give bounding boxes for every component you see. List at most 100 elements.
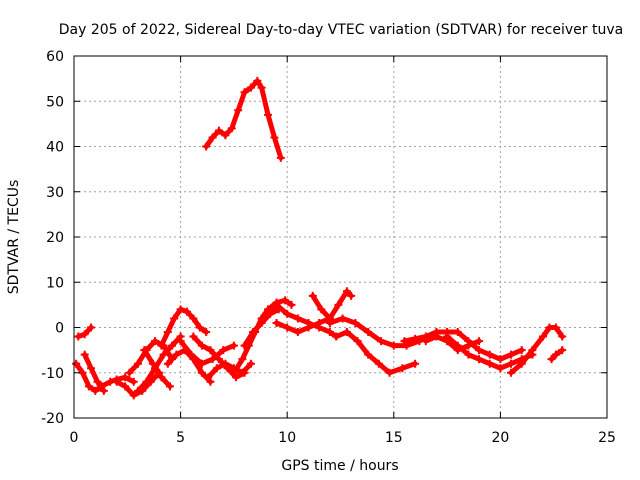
y-tick-label: 30: [46, 185, 64, 201]
data-point: [80, 330, 89, 339]
data-point: [189, 314, 198, 323]
data-point: [475, 346, 484, 355]
x-axis-ticks: 0 5 10 15 20 25: [70, 56, 616, 446]
data-point: [229, 368, 238, 377]
data-point: [293, 314, 302, 323]
data-point: [283, 323, 292, 332]
data-point: [558, 332, 567, 341]
data-point: [272, 300, 281, 309]
series-track: [158, 306, 209, 349]
x-tick-label: 0: [70, 430, 79, 446]
series-arc-v: [443, 332, 537, 373]
data-point: [325, 318, 334, 327]
y-tick-label: 10: [46, 275, 64, 291]
data-point: [443, 332, 452, 341]
data-point: [163, 359, 172, 368]
data-point: [551, 323, 560, 332]
data-point: [121, 382, 130, 391]
data-point: [364, 328, 373, 337]
data-point: [72, 359, 81, 368]
series-arc-c: [80, 350, 108, 395]
data-point: [304, 323, 313, 332]
series-arc-g: [140, 346, 174, 391]
data-point: [84, 382, 93, 391]
series-track: [82, 352, 107, 394]
data-point: [364, 350, 373, 359]
data-point: [315, 318, 324, 327]
series-track: [205, 361, 254, 380]
data-point: [197, 359, 206, 368]
data-point: [558, 346, 567, 355]
data-point: [163, 328, 172, 337]
data-point: [464, 350, 473, 359]
data-point: [496, 364, 505, 373]
data-point: [325, 328, 334, 337]
data-point: [411, 359, 420, 368]
data-point: [240, 341, 249, 350]
data-point: [219, 346, 228, 355]
data-point: [293, 328, 302, 337]
data-point: [227, 124, 236, 133]
series-arc-p: [272, 314, 334, 337]
data-point: [232, 373, 241, 382]
data-point: [257, 83, 266, 92]
data-point: [249, 328, 258, 337]
data-point: [287, 300, 296, 309]
series-arc-b: [74, 323, 96, 341]
data-point: [204, 373, 213, 382]
data-point: [453, 328, 462, 337]
data-point: [182, 307, 191, 316]
data-point: [496, 355, 505, 364]
data-point: [157, 341, 166, 350]
data-point: [74, 332, 83, 341]
gridlines: [74, 56, 607, 418]
data-point: [176, 305, 185, 314]
data-point: [246, 83, 255, 92]
data-point: [93, 377, 102, 386]
data-point: [197, 341, 206, 350]
data-point: [257, 318, 266, 327]
y-tick-label: 0: [55, 321, 64, 337]
data-point: [475, 337, 484, 346]
series-arc-m: [229, 296, 296, 377]
data-point: [212, 364, 221, 373]
data-point: [140, 346, 149, 355]
data-point: [342, 287, 351, 296]
x-tick-label: 25: [598, 430, 616, 446]
data-point: [507, 368, 516, 377]
data-point: [270, 133, 279, 142]
series-arc-h: [157, 305, 211, 350]
data-point: [400, 337, 409, 346]
data-point: [170, 314, 179, 323]
series-track: [310, 288, 354, 321]
y-axis-ticks: -20 -10 0 10 20 30 40 50 60: [41, 49, 607, 427]
data-point: [195, 323, 204, 332]
y-tick-label: 60: [46, 49, 64, 65]
data-point: [133, 359, 142, 368]
data-point: [151, 337, 160, 346]
series-arc-j: [176, 337, 238, 368]
series-arc-n: [240, 305, 283, 350]
data-point: [398, 364, 407, 373]
data-point: [539, 332, 548, 341]
data-point: [112, 377, 121, 386]
data-point: [421, 337, 430, 346]
data-point: [332, 332, 341, 341]
data-point: [432, 332, 441, 341]
data-point: [176, 337, 185, 346]
data-point: [338, 314, 347, 323]
data-point: [334, 300, 343, 309]
data-point: [261, 309, 270, 318]
data-point: [229, 341, 238, 350]
data-point: [317, 305, 326, 314]
data-point: [129, 391, 138, 400]
data-point: [264, 110, 273, 119]
chart-title: Day 205 of 2022, Sidereal Day-to-day VTE…: [59, 22, 623, 38]
data-point: [551, 350, 560, 359]
data-points: [72, 76, 567, 400]
data-point: [347, 291, 356, 300]
series-track: [126, 338, 175, 376]
data-point: [214, 355, 223, 364]
series-arc-t: [400, 328, 526, 364]
